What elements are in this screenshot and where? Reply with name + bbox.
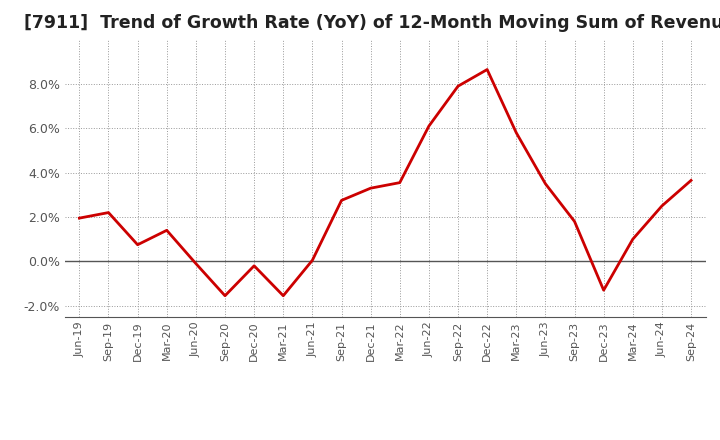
Title: [7911]  Trend of Growth Rate (YoY) of 12-Month Moving Sum of Revenues: [7911] Trend of Growth Rate (YoY) of 12-… — [24, 15, 720, 33]
